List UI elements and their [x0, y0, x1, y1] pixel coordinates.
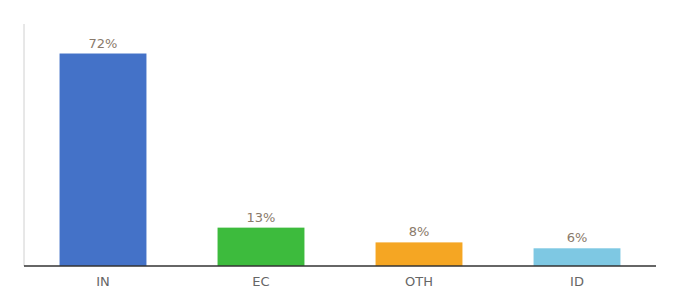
y-axis-line	[24, 24, 25, 266]
chart-container: IN 72% EC 13% OTH 8% ID 6%	[0, 0, 680, 300]
chart: IN 72% EC 13% OTH 8% ID 6%	[0, 0, 680, 300]
x-tick-label: EC	[252, 274, 269, 289]
x-axis-line	[24, 265, 656, 267]
bar	[218, 228, 305, 266]
texts: IN 72% EC 13% OTH 8% ID 6%	[89, 36, 588, 289]
bar	[376, 242, 463, 266]
bar	[534, 248, 621, 266]
bars	[60, 54, 621, 266]
bar	[60, 54, 147, 266]
data-label: 72%	[89, 36, 118, 51]
data-label: 8%	[409, 224, 430, 239]
x-tick-label: ID	[570, 274, 584, 289]
x-tick-label: IN	[96, 274, 110, 289]
data-label: 13%	[247, 210, 276, 225]
x-tick-label: OTH	[405, 274, 433, 289]
data-label: 6%	[567, 230, 588, 245]
plot	[24, 24, 656, 266]
